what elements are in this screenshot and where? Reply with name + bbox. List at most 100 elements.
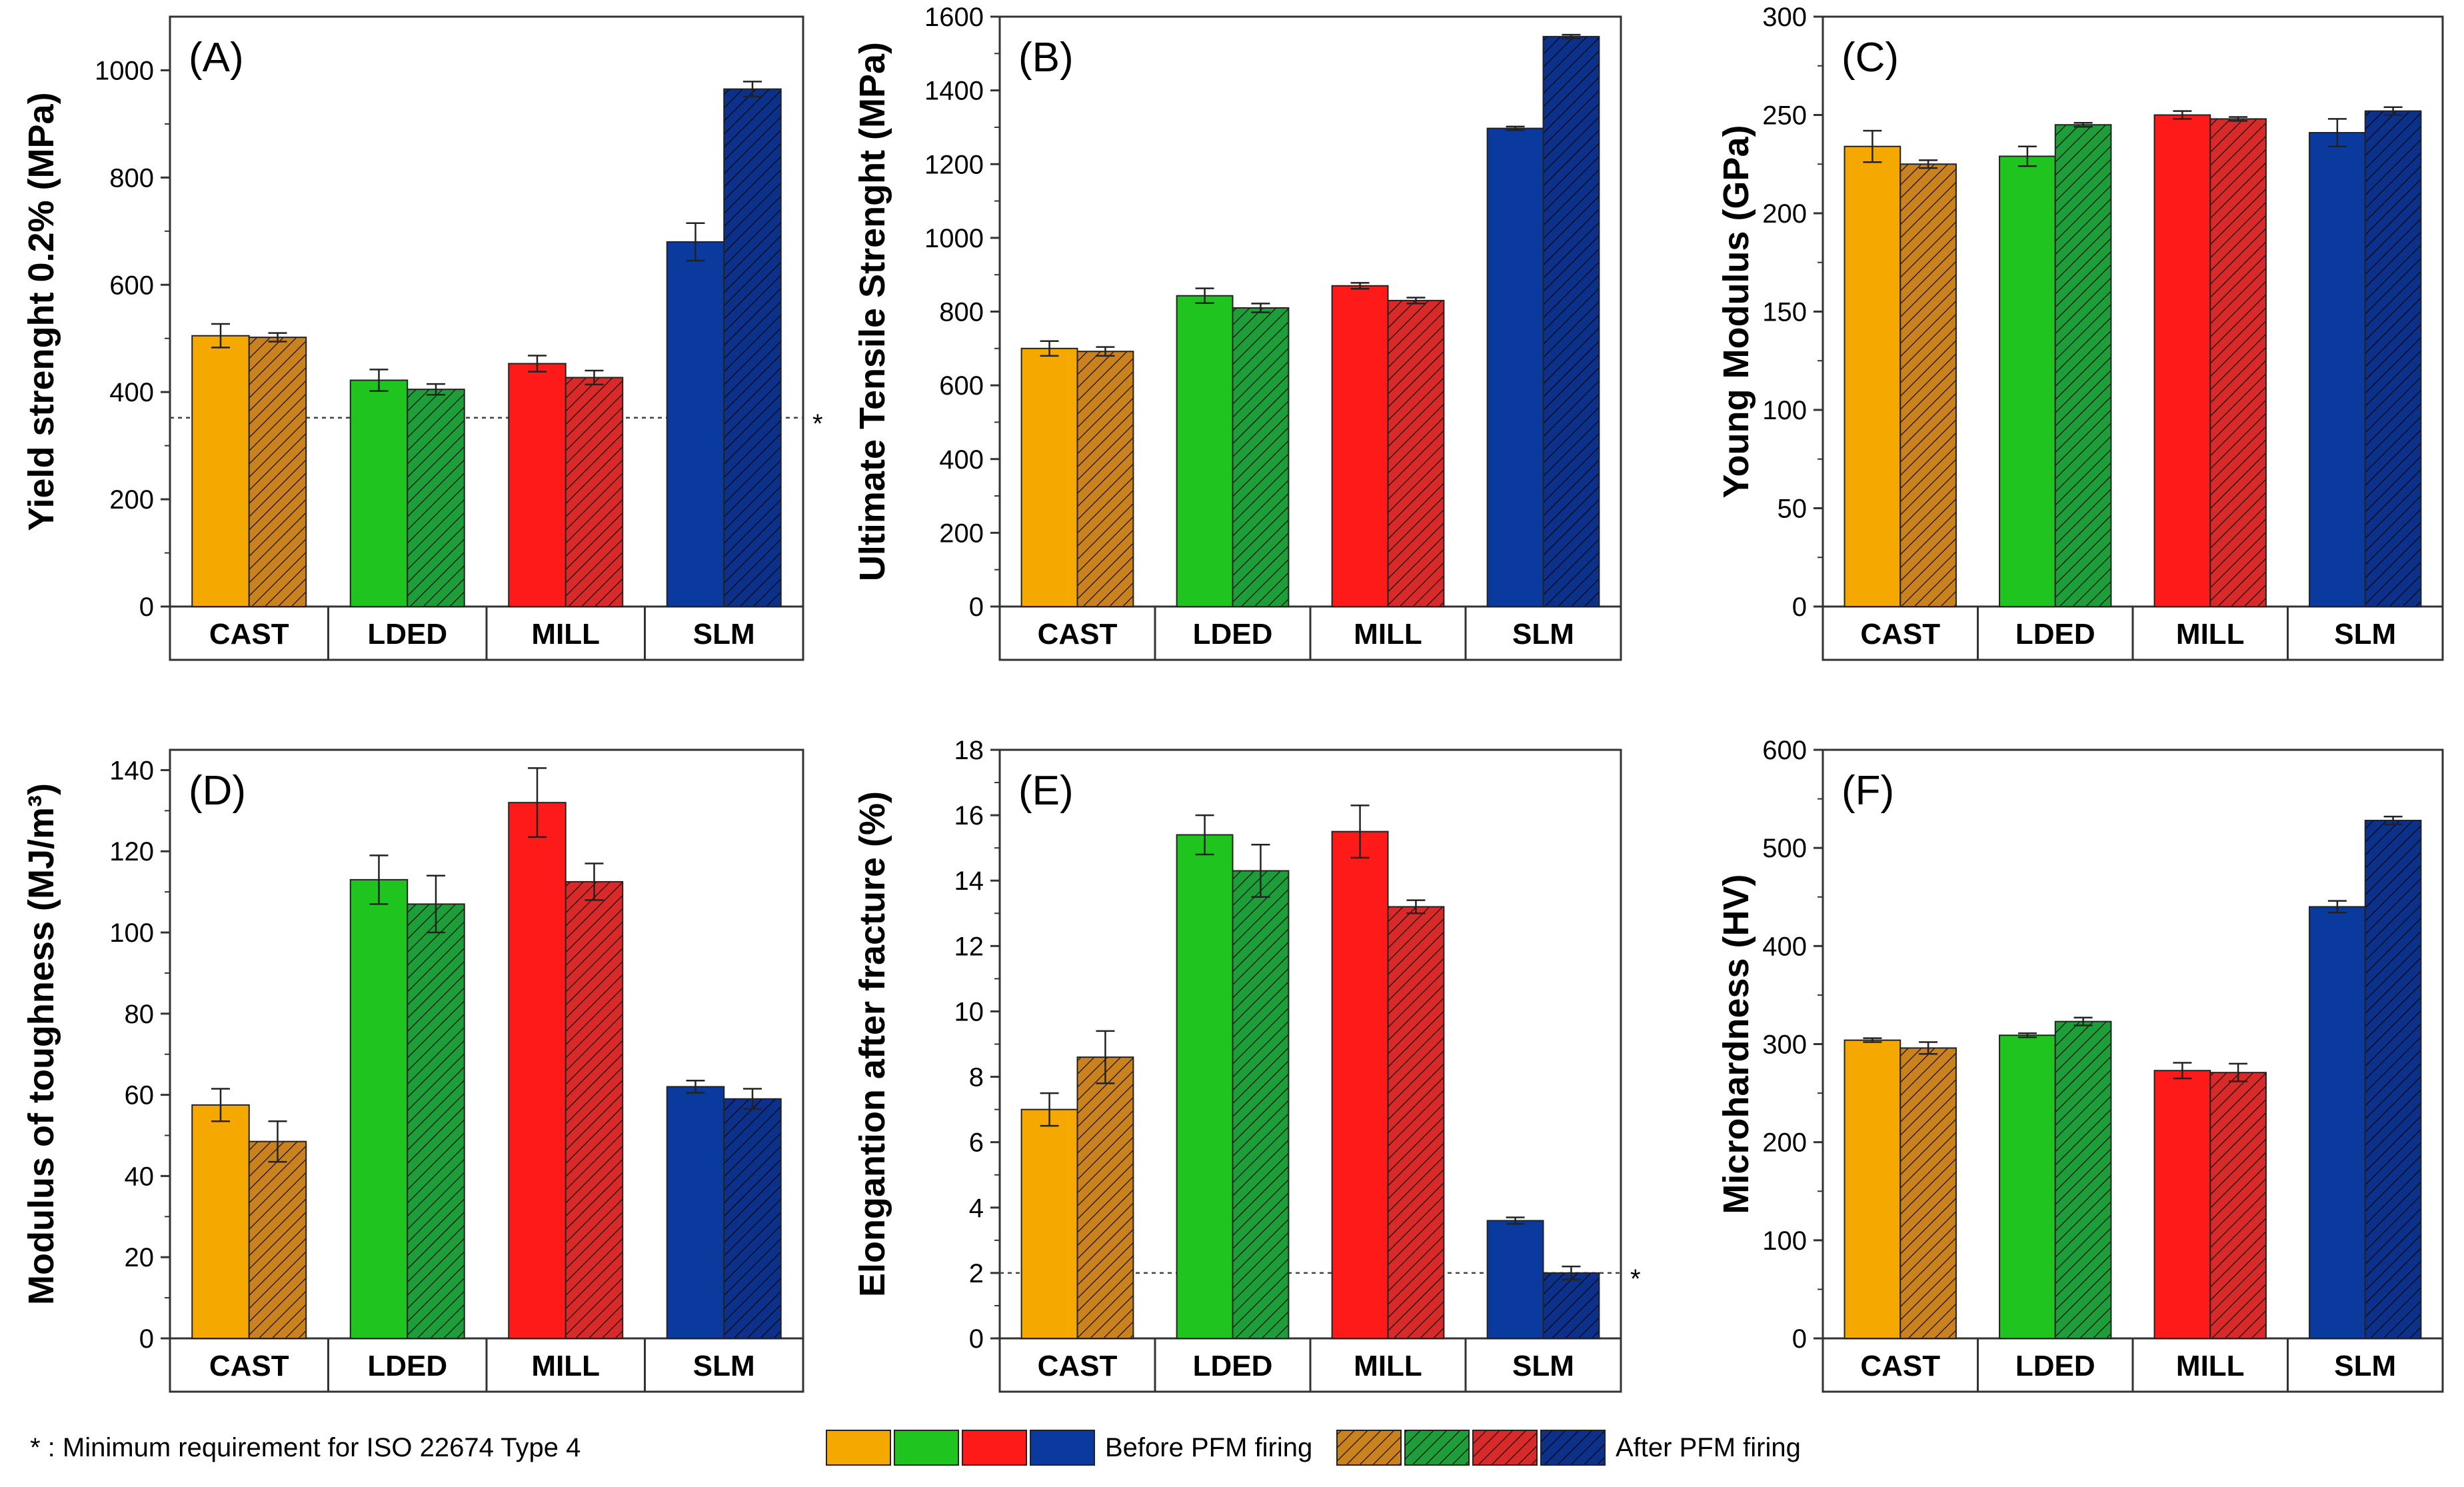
category-label: MILL — [2176, 1350, 2245, 1382]
bar-before — [349, 878, 409, 1340]
legend-swatch-after — [1404, 1430, 1470, 1466]
category-label: MILL — [1354, 618, 1422, 651]
category-label: MILL — [531, 618, 600, 651]
bar-before — [1486, 1220, 1544, 1340]
bar-before — [2153, 1070, 2211, 1339]
error-bar — [1350, 282, 1370, 290]
y-tick-label: 50 — [1778, 495, 1808, 524]
bar-before — [191, 335, 250, 607]
bar-after — [407, 903, 465, 1339]
chart-panel: 0 200 400 600 800 1000 Yield strenght 0.2% (MP… — [21, 15, 823, 661]
panel-label: (E) — [1018, 768, 1074, 814]
bar-before — [1999, 155, 2056, 607]
bar-after — [1232, 870, 1290, 1340]
bar-before — [1486, 127, 1544, 608]
bar-before — [508, 363, 567, 607]
error-bar — [585, 369, 604, 386]
y-tick-label: 20 — [125, 1243, 155, 1272]
error-bar — [1040, 1092, 1059, 1127]
error-bar — [686, 222, 705, 262]
y-tick-label: 18 — [954, 736, 984, 765]
category-label: CAST — [209, 1350, 289, 1382]
y-tick-label: 60 — [125, 1081, 155, 1110]
error-bar — [2229, 116, 2248, 122]
y-tick-label: 80 — [125, 1000, 155, 1029]
y-tick-label: 500 — [1762, 834, 1807, 863]
category-label: MILL — [1354, 1350, 1422, 1382]
error-bar — [1506, 1216, 1525, 1225]
error-bar — [1919, 1041, 1938, 1055]
error-bar — [369, 369, 389, 392]
error-bar — [369, 854, 389, 905]
y-tick-label: 800 — [939, 298, 984, 327]
y-tick-label: 800 — [109, 163, 154, 193]
bar-before — [1331, 830, 1389, 1339]
category-label: SLM — [693, 618, 755, 651]
category-label: SLM — [2334, 1350, 2396, 1382]
y-tick-label: 40 — [125, 1162, 155, 1191]
y-tick-label: 600 — [109, 271, 154, 300]
y-tick-label: 1600 — [924, 3, 984, 32]
category-label: MILL — [531, 1350, 600, 1382]
error-bar — [1863, 129, 1882, 163]
bar-after — [565, 880, 624, 1339]
error-bar — [2073, 122, 2093, 128]
category-label: SLM — [2334, 618, 2396, 651]
error-bar — [2383, 815, 2403, 826]
category-label: SLM — [693, 1350, 755, 1382]
y-tick-label: 0 — [969, 593, 984, 622]
y-axis-label: Ultimate Tensile Strenght (MPa) — [852, 42, 892, 581]
y-tick-label: 1400 — [924, 77, 984, 106]
y-tick-label: 2 — [969, 1259, 984, 1288]
bar-before — [508, 802, 567, 1339]
category-label: CAST — [1860, 618, 1940, 651]
error-bar — [427, 874, 445, 934]
bar-after — [248, 337, 307, 607]
error-bar — [686, 1080, 705, 1094]
y-tick-label: 0 — [1792, 1324, 1807, 1354]
y-tick-label: 1200 — [924, 150, 984, 179]
bar-before — [666, 241, 725, 607]
panel-label: (D) — [189, 768, 246, 814]
bar-before — [1176, 295, 1234, 607]
y-tick-label: 1000 — [95, 56, 154, 85]
y-tick-label: 0 — [139, 1324, 154, 1354]
error-bar — [211, 323, 230, 349]
y-tick-label: 300 — [1762, 1030, 1807, 1060]
bar-after — [2364, 819, 2422, 1339]
y-tick-label: 150 — [1762, 298, 1807, 327]
category-label: CAST — [1038, 1350, 1118, 1382]
category-label: CAST — [1860, 1350, 1940, 1382]
error-bar — [743, 81, 762, 98]
bar-after — [1387, 299, 1445, 607]
reference-marker: * — [812, 409, 823, 439]
error-bar — [1562, 33, 1581, 39]
y-tick-label: 300 — [1762, 3, 1807, 32]
y-tick-label: 100 — [1762, 1226, 1807, 1256]
chart-panel: 0 200 400 600 800 1000 1200 1400 1600 Ultimate Te… — [852, 3, 1622, 661]
y-tick-label: 12 — [954, 932, 984, 961]
error-bar — [2173, 110, 2192, 120]
error-bar — [2017, 145, 2037, 167]
error-bar — [268, 1120, 287, 1163]
bar-after — [248, 1140, 307, 1339]
panel-label: (B) — [1018, 35, 1074, 81]
error-bar — [2073, 1016, 2093, 1026]
y-tick-label: 100 — [1762, 396, 1807, 425]
legend-swatch-after — [1540, 1430, 1606, 1466]
panel-label: (A) — [189, 35, 244, 81]
bar-before — [666, 1086, 725, 1340]
category-label: SLM — [1512, 1350, 1574, 1382]
error-bar — [1406, 899, 1426, 914]
error-bar — [528, 767, 547, 838]
y-axis-label: Microhardness (HV) — [1716, 874, 1756, 1214]
bar-after — [2054, 124, 2112, 607]
category-label: LDED — [367, 618, 447, 651]
chart-panel: 0 2 4 6 8 10 12 14 16 18 Elongantion after fractur… — [852, 736, 1641, 1393]
y-tick-label: 200 — [939, 519, 984, 548]
y-tick-label: 250 — [1762, 101, 1807, 131]
error-bar — [268, 332, 287, 343]
y-tick-label: 8 — [969, 1063, 984, 1092]
reference-marker: * — [1630, 1264, 1641, 1294]
error-bar — [2229, 1062, 2248, 1082]
